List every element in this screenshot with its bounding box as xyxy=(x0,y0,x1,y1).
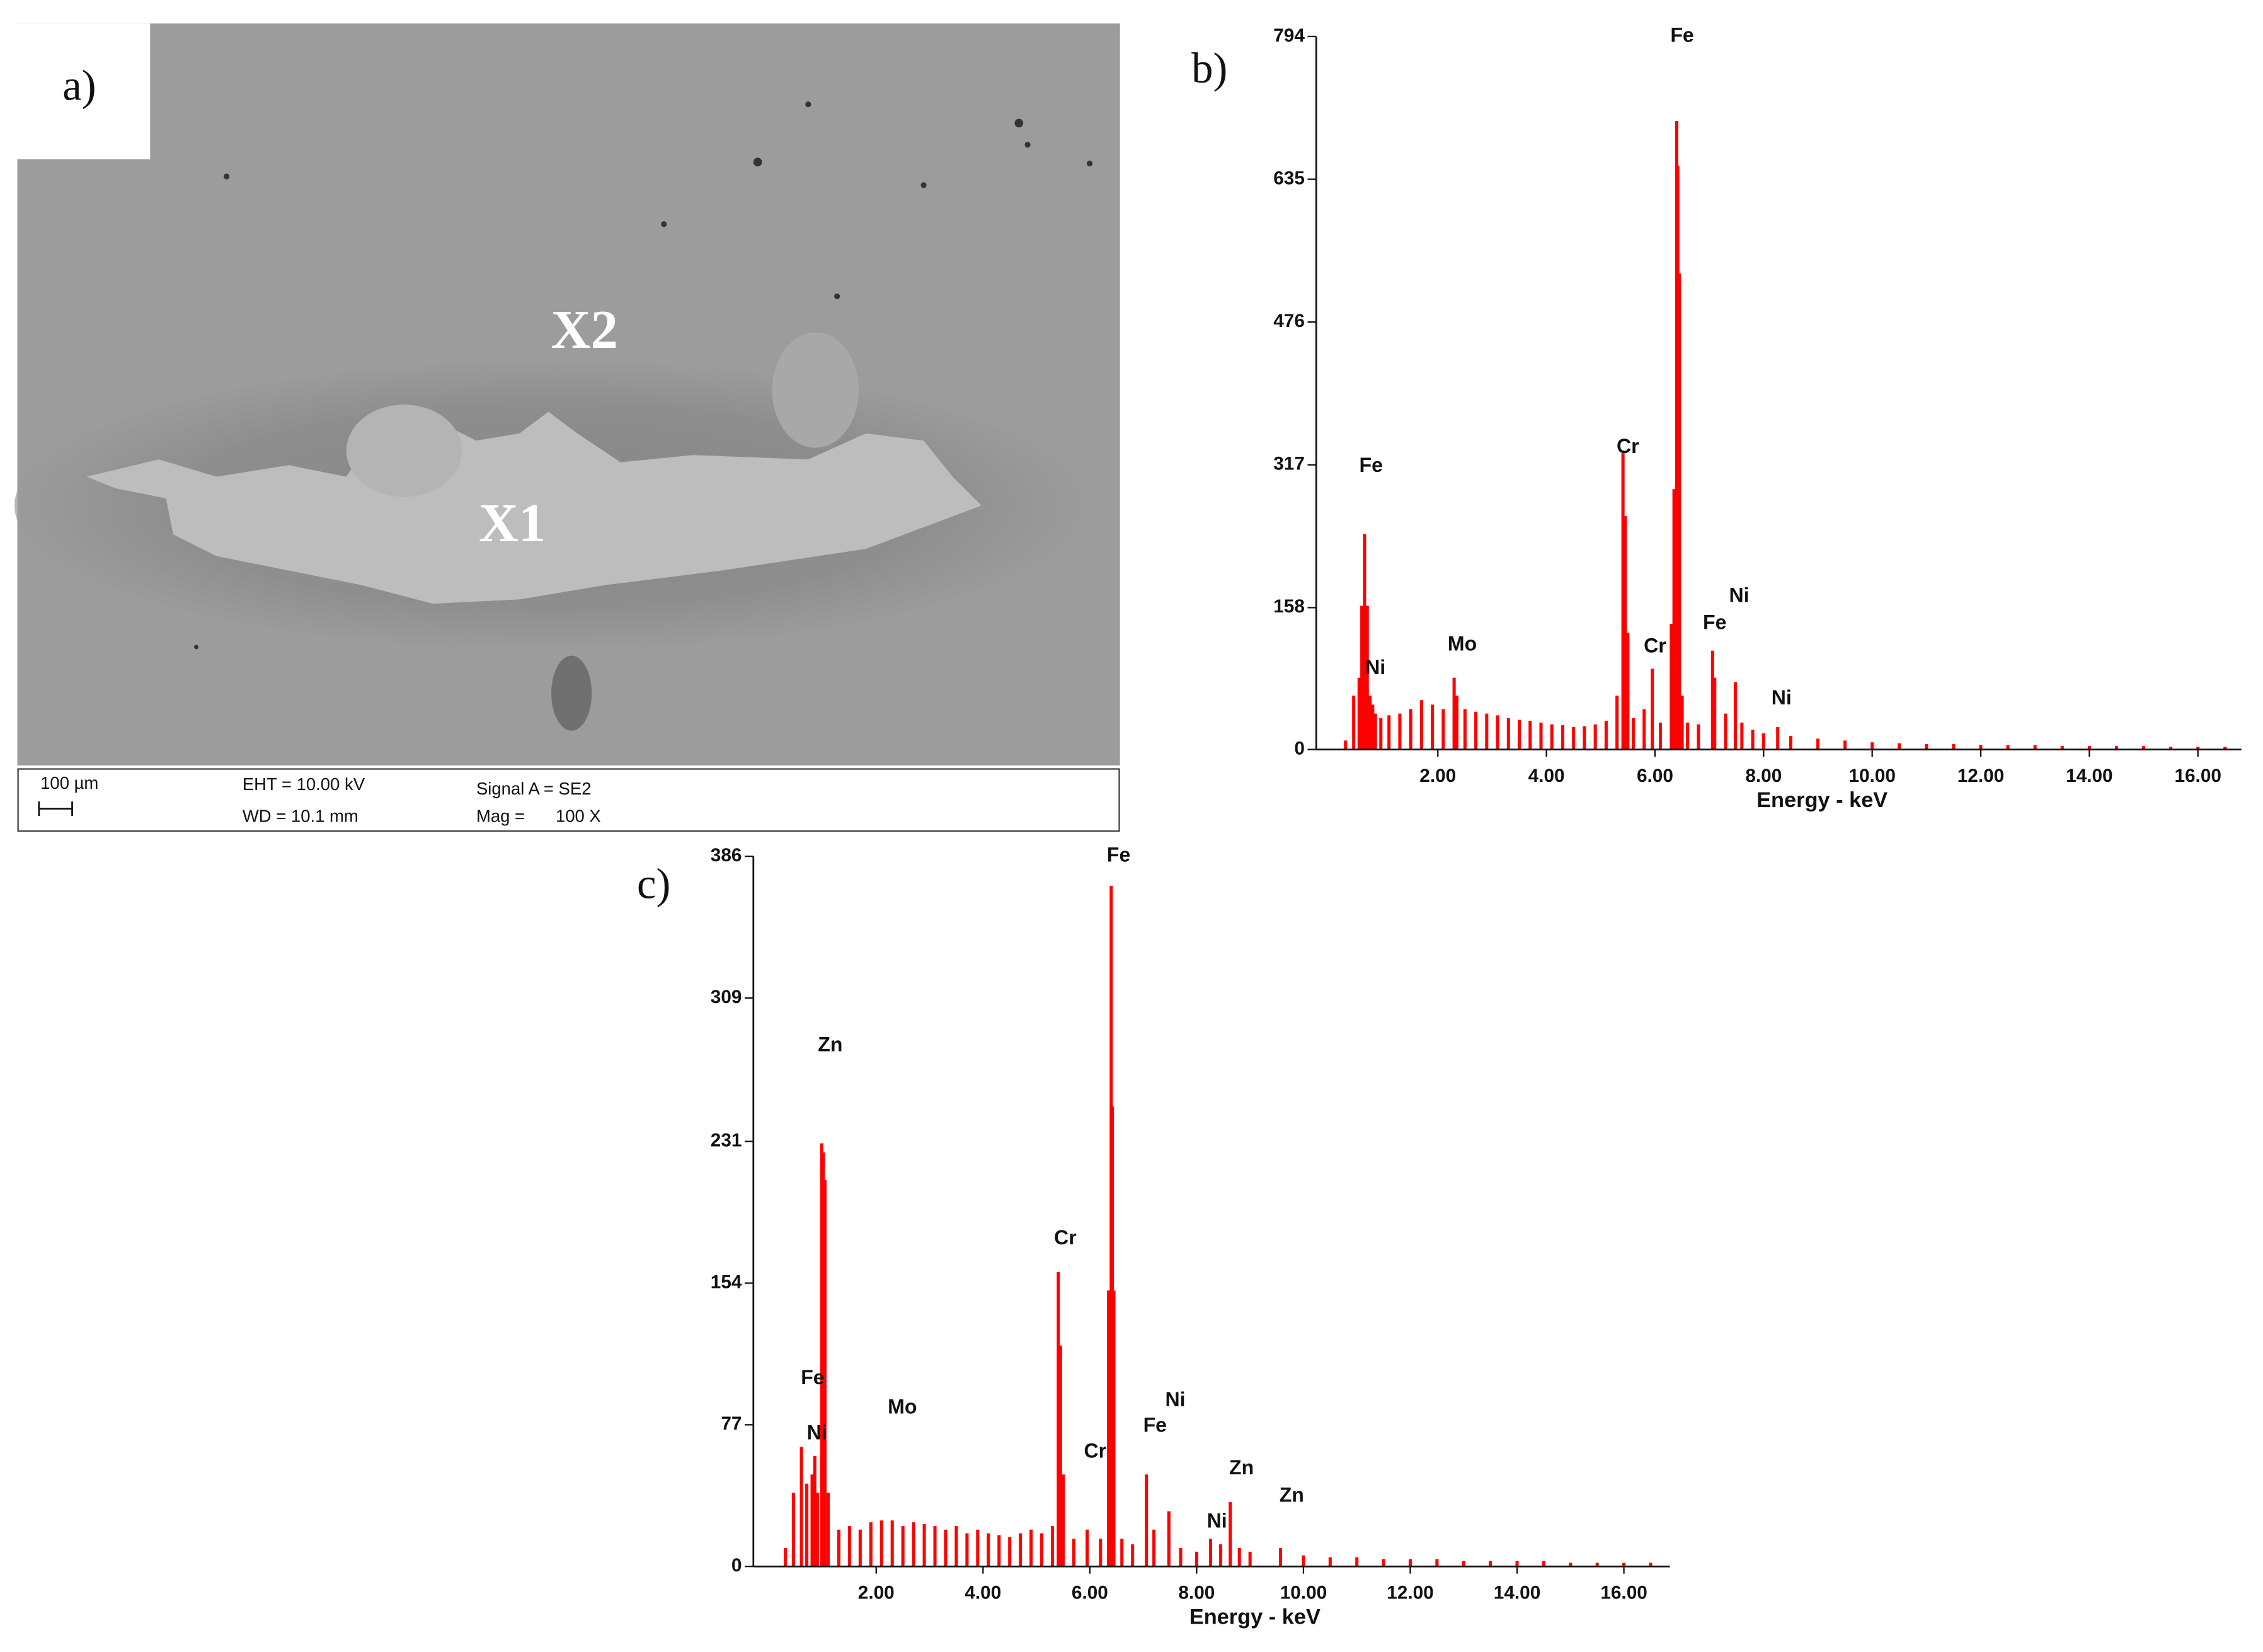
region-label: X2 xyxy=(551,299,618,360)
x-tick-label: 12.00 xyxy=(1387,1583,1434,1603)
peak-label: Fe xyxy=(1703,611,1726,634)
peak-label: Ni xyxy=(1207,1510,1227,1532)
sem-deposit xyxy=(86,411,982,604)
x-tick-label: 4.00 xyxy=(965,1583,1001,1603)
x-tick-label: 4.00 xyxy=(1528,766,1565,786)
x-axis-label: Energy - keV xyxy=(1756,788,1888,812)
x-tick-label: 10.00 xyxy=(1280,1583,1327,1603)
peak-label: Ni xyxy=(1165,1388,1185,1411)
x-tick-label: 8.00 xyxy=(1178,1583,1215,1603)
panel-label-box xyxy=(17,23,151,159)
x-tick-label: 14.00 xyxy=(2066,766,2113,786)
x-tick-label: 16.00 xyxy=(1600,1583,1647,1603)
peak-label: Fe xyxy=(801,1366,824,1389)
x-tick-label: 6.00 xyxy=(1637,766,1673,786)
info-text: Mag = xyxy=(476,806,525,826)
peak-label: Fe xyxy=(1670,23,1693,46)
y-tick-label: 476 xyxy=(1273,311,1305,331)
x-tick-label: 6.00 xyxy=(1072,1583,1108,1603)
y-tick-label: 386 xyxy=(711,845,742,866)
x-tick-label: 12.00 xyxy=(1957,766,2004,786)
x-tick-label: 8.00 xyxy=(1745,766,1782,786)
peak-label: Ni xyxy=(1772,686,1792,709)
panel-label: a) xyxy=(62,61,96,109)
x-tick-label: 2.00 xyxy=(1419,766,1456,786)
panel-label: c) xyxy=(637,859,670,907)
peak-label: Zn xyxy=(1229,1456,1254,1479)
peak-label: Ni xyxy=(1365,656,1385,679)
y-tick-label: 231 xyxy=(711,1130,742,1151)
scale-text: 100 µm xyxy=(40,773,98,793)
info-text: EHT = 10.00 kV xyxy=(243,774,365,794)
peak-label: Zn xyxy=(818,1033,842,1055)
scale-bar xyxy=(38,801,73,816)
sem-dots xyxy=(194,101,1093,650)
sem-image: a) X2 X1 100 µm EHT = 10.00 kV WD = 10.1… xyxy=(14,23,1120,832)
y-tick-label: 309 xyxy=(711,987,742,1007)
info-bar xyxy=(17,768,1120,832)
y-tick-label: 794 xyxy=(1273,25,1305,46)
x-tick-label: 10.00 xyxy=(1848,766,1896,786)
y-tick-label: 317 xyxy=(1273,454,1305,474)
peak-label: Mo xyxy=(1448,633,1477,655)
info-text: 100 X xyxy=(556,806,601,826)
region-label: X1 xyxy=(479,492,546,553)
peak-label: Cr xyxy=(1054,1226,1077,1249)
peak-label: Fe xyxy=(1107,844,1130,866)
x-tick-label: 14.00 xyxy=(1494,1583,1541,1603)
x-axis-label: Energy - keV xyxy=(1189,1605,1321,1629)
peak-label: Fe xyxy=(1143,1414,1167,1437)
info-text: WD = 10.1 mm xyxy=(243,806,358,826)
panel-label: b) xyxy=(1191,44,1227,92)
peak-label: Zn xyxy=(1280,1484,1304,1506)
info-text: Signal A = SE2 xyxy=(476,779,592,798)
peak-label: Mo xyxy=(888,1396,917,1418)
peak-label: Cr xyxy=(1617,435,1639,457)
sem-spot xyxy=(772,332,859,448)
sem-spot xyxy=(551,655,592,731)
y-tick-label: 635 xyxy=(1273,168,1305,188)
y-tick-label: 0 xyxy=(1294,738,1305,759)
peak-label: Fe xyxy=(1360,454,1383,476)
peak-label: Ni xyxy=(807,1421,827,1443)
y-tick-label: 158 xyxy=(1273,596,1305,617)
peak-label: Ni xyxy=(1729,584,1749,607)
y-tick-label: 154 xyxy=(711,1271,742,1292)
sem-spot xyxy=(346,404,462,497)
x-tick-label: 2.00 xyxy=(858,1583,895,1603)
peak-label: Cr xyxy=(1644,634,1666,657)
x-tick-label: 16.00 xyxy=(2174,766,2221,786)
y-tick-label: 0 xyxy=(731,1555,742,1576)
peak-label: Cr xyxy=(1084,1440,1107,1462)
y-tick-label: 77 xyxy=(721,1413,742,1434)
